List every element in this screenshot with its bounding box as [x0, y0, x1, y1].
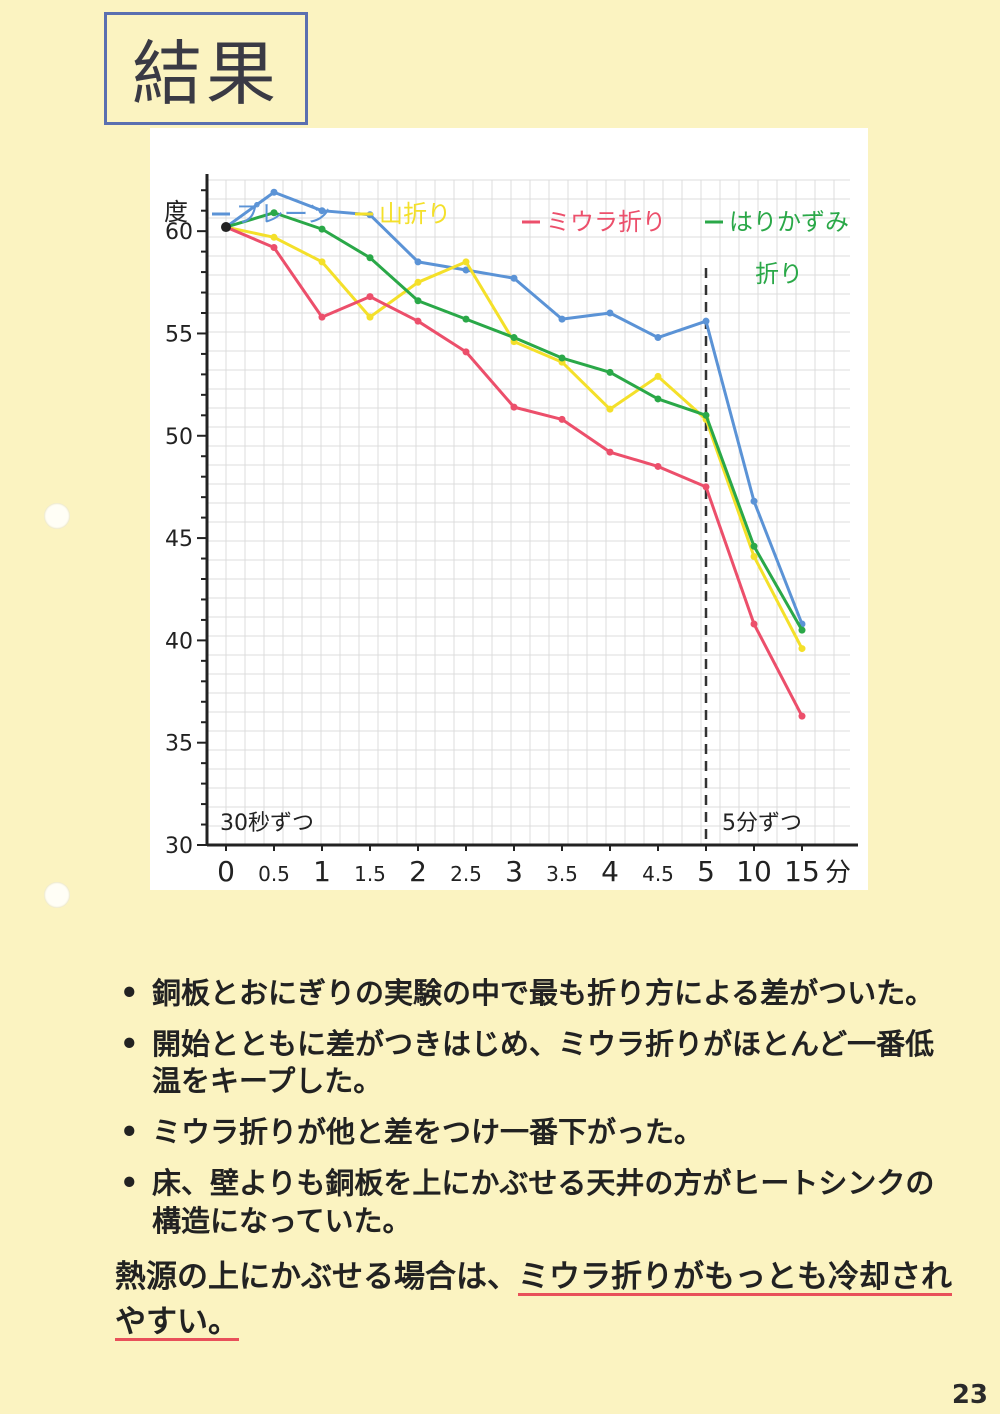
binder-hole-top [44, 503, 70, 529]
chart-series [221, 188, 806, 720]
y-tick-label: 35 [165, 732, 193, 757]
legend-label: 折り [755, 260, 803, 288]
data-point [798, 712, 806, 720]
x-axis-unit: 分 [825, 858, 851, 888]
chart-labels: 30 35 40 45 50 55 60度 0 0.5 1 1.5 2 2.5 3 3.5 4 4.5 5 10 15… [164, 198, 851, 888]
y-tick-label: 30 [165, 834, 193, 859]
conclusion: 熱源の上にかぶせる場合は、ミウラ折りがもっとも冷却されやすい。 [115, 1255, 955, 1345]
data-point [414, 317, 422, 325]
data-point [606, 368, 614, 376]
y-axis-label: 度 [164, 198, 188, 226]
data-point [462, 258, 470, 266]
data-point [702, 411, 710, 419]
data-point [270, 244, 278, 252]
data-point [654, 334, 662, 342]
x-tick-label: 10 [736, 855, 772, 888]
note-item: ミウラ折りが他と差をつけ一番下がった。 [110, 1114, 960, 1151]
data-point [462, 266, 470, 274]
data-point [558, 315, 566, 323]
y-tick-label: 55 [165, 322, 193, 347]
y-tick-label: 50 [165, 425, 193, 450]
x-tick-label: 4 [601, 855, 619, 888]
data-point [366, 254, 374, 262]
legend-label: ミウラ折り [546, 208, 666, 236]
data-point [798, 626, 806, 634]
data-point [318, 258, 326, 266]
note-item: 開始とともに差がつきはじめ、ミウラ折りがほとんど一番低温をキープした。 [110, 1026, 960, 1100]
data-point [702, 317, 710, 325]
x-tick-label: 3 [505, 855, 523, 888]
data-point [414, 297, 422, 305]
chart-axes [197, 174, 858, 851]
page-number: 23 [951, 1380, 988, 1410]
data-point [606, 448, 614, 456]
note-item: 銅板とおにぎりの実験の中で最も折り方による差がついた。 [110, 975, 960, 1012]
data-point [510, 334, 518, 342]
page-title: 結果 [132, 33, 280, 115]
x-tick-label: 2 [409, 855, 427, 888]
data-point [462, 315, 470, 323]
binder-hole-bottom [44, 882, 70, 908]
data-point [366, 293, 374, 301]
data-point [414, 258, 422, 266]
data-point [750, 497, 758, 505]
chart-grid [206, 179, 850, 846]
conclusion-text: 熱源の上にかぶせる場合は、 [115, 1259, 518, 1295]
data-point [270, 188, 278, 196]
y-tick-label: 60 [165, 220, 193, 245]
x-tick-label: 5 [697, 855, 715, 888]
note-item: 床、壁よりも銅板を上にかぶせる天井の方がヒートシンクの構造になっていた。 [110, 1165, 960, 1239]
data-point [270, 233, 278, 241]
data-point [798, 645, 806, 653]
data-point [654, 395, 662, 403]
data-point [510, 403, 518, 411]
x-tick-label: 15 [784, 855, 820, 888]
data-point [750, 620, 758, 628]
x-tick-label: 0 [217, 855, 235, 888]
data-point [366, 313, 374, 321]
data-point [750, 552, 758, 560]
y-tick-label: 45 [165, 527, 193, 552]
legend-label: プレーン [236, 200, 331, 228]
data-point [462, 348, 470, 356]
data-point [414, 278, 422, 286]
data-point [270, 209, 278, 217]
segment-label-left: 30秒ずつ [220, 811, 314, 836]
x-tick-label: 3.5 [546, 862, 578, 886]
data-point [654, 462, 662, 470]
page-title-box: 結果 [104, 12, 308, 125]
chart-card: 30 35 40 45 50 55 60 度 0 0.5 1 1.5 2 2.5 3 3.5 4 4.5 5 10 15… [150, 128, 868, 890]
conclusion-highlight: ミウラ折りがもっとも冷却されやすい。 [115, 1259, 952, 1340]
data-point [702, 483, 710, 491]
data-point [654, 372, 662, 380]
series-line [224, 225, 804, 718]
data-point [750, 542, 758, 550]
data-point [606, 309, 614, 317]
x-tick-label: 0.5 [258, 862, 290, 886]
x-tick-label: 4.5 [642, 862, 674, 886]
data-point [510, 274, 518, 282]
segment-label-right: 5分ずつ [722, 811, 802, 836]
legend-label: 山折り [379, 200, 451, 228]
data-point [558, 415, 566, 423]
data-point [558, 354, 566, 362]
start-point [221, 222, 231, 233]
observation-notes: 銅板とおにぎりの実験の中で最も折り方による差がついた。 開始とともに差がつきはじ… [110, 975, 960, 1254]
data-point [318, 313, 326, 321]
data-point [318, 225, 326, 233]
y-tick-label: 40 [165, 629, 193, 654]
line-chart: 30 35 40 45 50 55 60度 0 0.5 1 1.5 2 2.5 3 3.5 4 4.5 5 10 15… [164, 174, 858, 888]
x-tick-label: 2.5 [450, 862, 482, 886]
data-point [606, 405, 614, 413]
data-point [318, 207, 326, 215]
x-tick-label: 1.5 [354, 862, 386, 886]
x-tick-label: 1 [313, 855, 331, 888]
legend-label: はりかずみ [729, 208, 849, 236]
